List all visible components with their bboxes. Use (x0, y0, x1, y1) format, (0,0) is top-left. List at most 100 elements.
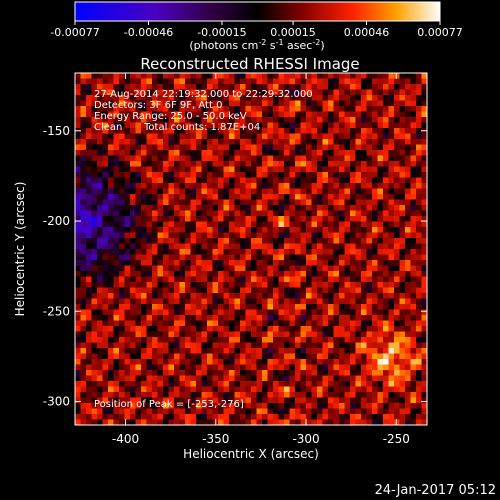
heatmap-cell (80, 166, 87, 173)
heatmap-cell (108, 326, 114, 332)
heatmap-cell (405, 227, 411, 233)
heatmap-cell (174, 249, 180, 255)
heatmap-cell (212, 337, 219, 343)
heatmap-cell (416, 144, 422, 151)
heatmap-cell (119, 276, 125, 283)
heatmap-cell (289, 392, 296, 398)
heatmap-cell (416, 128, 422, 134)
heatmap-cell (300, 392, 307, 398)
heatmap-cell (135, 205, 142, 211)
heatmap-cell (372, 227, 378, 233)
heatmap-cell (80, 238, 87, 244)
heatmap-cell (229, 243, 235, 250)
heatmap-cell (344, 199, 351, 206)
heatmap-cell (339, 238, 345, 244)
heatmap-cell (339, 128, 345, 134)
heatmap-cell (234, 133, 241, 140)
heatmap-cell (388, 243, 395, 250)
heatmap-cell (262, 177, 268, 184)
heatmap-cell (146, 381, 153, 387)
heatmap-cell (102, 155, 109, 162)
heatmap-cell (394, 392, 400, 398)
heatmap-cell (278, 419, 285, 425)
heatmap-cell (339, 150, 345, 156)
heatmap-cell (289, 155, 296, 162)
heatmap-cell (102, 227, 109, 233)
heatmap-cell (130, 210, 136, 217)
heatmap-cell (405, 177, 411, 184)
heatmap-cell (333, 419, 340, 425)
heatmap-cell (141, 364, 147, 371)
heatmap-cell (405, 370, 411, 376)
heatmap-cell (185, 238, 191, 244)
heatmap-cell (212, 320, 219, 327)
heatmap-cell (201, 194, 208, 200)
heatmap-cell (218, 293, 224, 299)
heatmap-cell (399, 166, 406, 173)
heatmap-cell (201, 199, 208, 206)
heatmap-cell (113, 183, 120, 189)
heatmap-cell (196, 271, 202, 277)
heatmap-cell (218, 232, 224, 239)
heatmap-cell (80, 320, 87, 327)
heatmap-cell (174, 161, 180, 167)
heatmap-cell (405, 89, 411, 96)
heatmap-cell (218, 73, 224, 79)
heatmap-cell (190, 205, 197, 211)
heatmap-cell (333, 139, 340, 145)
heatmap-cell (300, 397, 307, 404)
heatmap-cell (75, 298, 81, 305)
heatmap-cell (86, 364, 92, 371)
heatmap-cell (119, 309, 125, 316)
heatmap-cell (245, 221, 252, 228)
heatmap-cell (394, 232, 400, 239)
heatmap-cell (196, 348, 202, 354)
heatmap-cell (130, 194, 136, 200)
heatmap-cell (102, 381, 109, 387)
heatmap-cell (152, 293, 158, 299)
heatmap-cell (421, 139, 427, 145)
heatmap-cell (350, 221, 356, 228)
heatmap-cell (383, 128, 389, 134)
heatmap-cell (300, 100, 307, 107)
heatmap-cell (333, 397, 340, 404)
heatmap-cell (394, 287, 400, 294)
heatmap-cell (179, 320, 186, 327)
heatmap-cell (124, 254, 131, 261)
heatmap-cell (421, 403, 427, 409)
heatmap-cell (278, 155, 285, 162)
heatmap-cell (410, 304, 417, 310)
heatmap-cell (212, 386, 219, 393)
heatmap-cell (179, 177, 186, 184)
heatmap-cell (344, 188, 351, 195)
annotation-time-range: 27-Aug-2014 22:19:32.000 to 22:29:32.000 (94, 89, 313, 100)
heatmap-cell (278, 293, 285, 299)
heatmap-cell (388, 298, 395, 305)
heatmap-cell (251, 254, 257, 261)
heatmap-cell (108, 188, 114, 195)
heatmap-cell (372, 78, 378, 85)
heatmap-cell (328, 216, 334, 222)
heatmap-cell (311, 177, 318, 184)
heatmap-cell (405, 144, 411, 151)
colorbar-gradient (74, 1, 441, 22)
heatmap-cell (333, 408, 340, 415)
heatmap-cell (344, 133, 351, 140)
heatmap-cell (256, 403, 263, 409)
heatmap-cell (168, 364, 175, 371)
heatmap-cell (234, 254, 241, 261)
heatmap-cell (157, 155, 164, 162)
heatmap-cell (212, 271, 219, 277)
heatmap-cell (262, 111, 268, 118)
heatmap-cell (91, 287, 98, 294)
heatmap-cell (119, 381, 125, 387)
heatmap-cell (234, 342, 241, 349)
heatmap-cell (185, 172, 191, 178)
heatmap-cell (240, 408, 246, 415)
heatmap-cell (344, 128, 351, 134)
heatmap-cell (130, 408, 136, 415)
heatmap-cell (190, 337, 197, 343)
heatmap-cell (377, 73, 384, 79)
heatmap-cell (179, 249, 186, 255)
heatmap-cell (355, 122, 362, 129)
